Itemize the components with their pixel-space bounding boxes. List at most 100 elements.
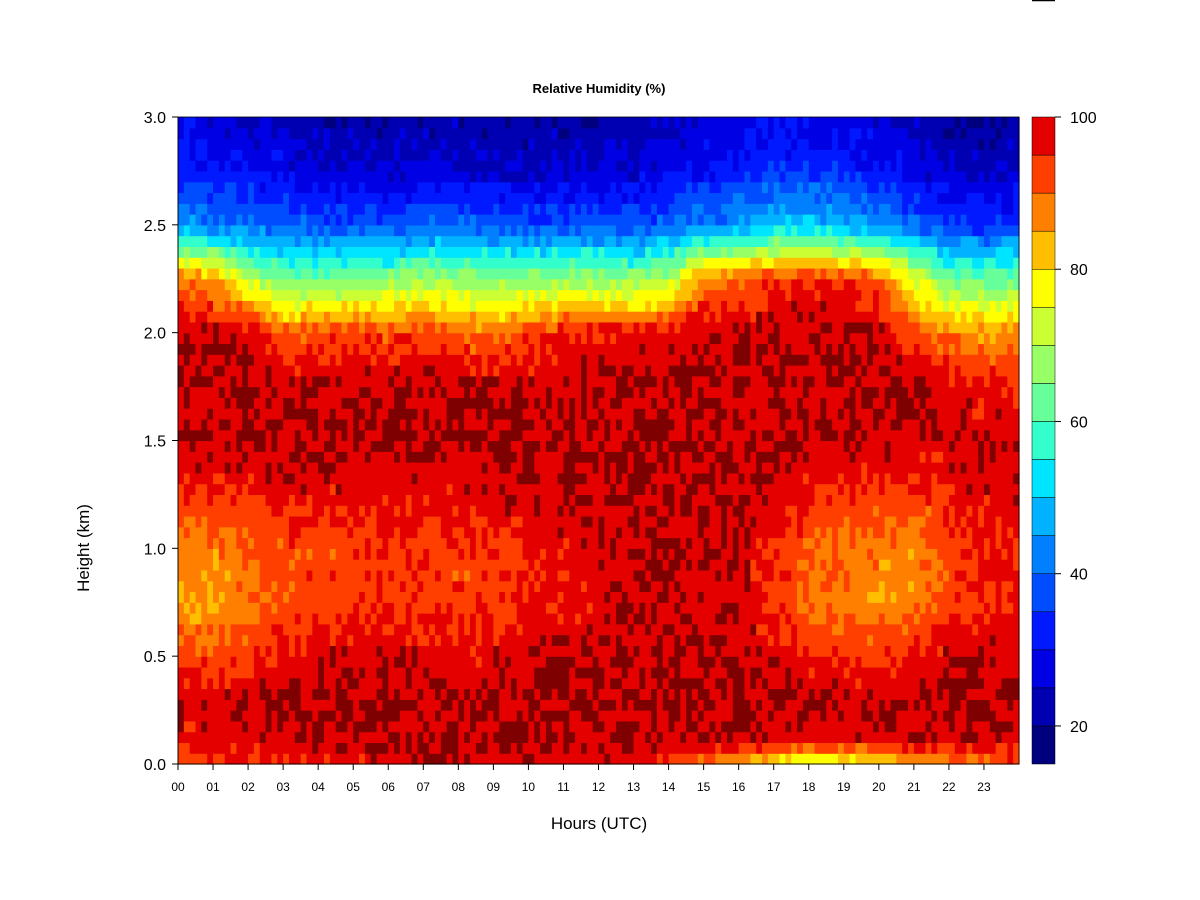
heatmap-cell (633, 440, 640, 452)
heatmap-cell (475, 203, 483, 215)
heatmap-cell (201, 451, 208, 463)
heatmap-cell (499, 246, 506, 258)
heatmap-cell (429, 569, 436, 582)
heatmap-cell (189, 267, 197, 280)
heatmap-cell (253, 246, 261, 258)
heatmap-cell (475, 214, 483, 226)
heatmap-cell (329, 332, 337, 345)
heatmap-cell (563, 365, 570, 377)
heatmap-cell (434, 537, 442, 549)
heatmap-cell (639, 515, 646, 528)
heatmap-cell (563, 267, 570, 280)
heatmap-cell (516, 332, 524, 345)
heatmap-cell (475, 418, 483, 431)
heatmap-cell (189, 375, 197, 388)
heatmap-cell (633, 591, 640, 603)
heatmap-cell (253, 289, 261, 301)
heatmap-cell (259, 537, 267, 549)
heatmap-cell (248, 699, 255, 711)
heatmap-cell (540, 278, 547, 291)
heatmap-cell (376, 257, 384, 269)
heatmap-cell (341, 386, 348, 398)
heatmap-cell (364, 472, 372, 485)
heatmap-cell (195, 666, 202, 679)
heatmap-cell (627, 203, 635, 215)
heatmap-cell (411, 677, 419, 690)
heatmap-cell (312, 278, 319, 291)
heatmap-cell (183, 149, 191, 161)
heatmap-cell (306, 472, 313, 485)
heatmap-cell (633, 386, 640, 398)
heatmap-cell (458, 332, 465, 345)
heatmap-cell (201, 214, 208, 226)
heatmap-cell (230, 408, 237, 420)
heatmap-cell (329, 645, 337, 657)
heatmap-cell (364, 602, 372, 614)
heatmap-cell (242, 418, 249, 431)
heatmap-cell (242, 321, 249, 334)
heatmap-cell (569, 127, 576, 140)
heatmap-cell (399, 548, 407, 560)
heatmap-cell (236, 710, 243, 722)
heatmap-cell (470, 429, 477, 442)
heatmap-cell (580, 311, 588, 323)
heatmap-cell (604, 192, 611, 204)
heatmap-cell (189, 645, 197, 657)
heatmap-cell (277, 634, 284, 646)
heatmap-cell (493, 300, 500, 312)
heatmap-cell (411, 569, 419, 582)
heatmap-cell (499, 386, 506, 398)
heatmap-cell (230, 203, 237, 215)
heatmap-cell (213, 472, 220, 485)
heatmap-cell (557, 375, 565, 388)
heatmap-cell (283, 720, 290, 733)
heatmap-cell (604, 602, 611, 614)
heatmap-cell (335, 289, 343, 301)
heatmap-cell (505, 462, 512, 474)
heatmap-cell (306, 289, 313, 301)
heatmap-cell (470, 235, 477, 247)
heatmap-cell (399, 720, 407, 733)
heatmap-cell (376, 429, 384, 442)
heatmap-cell (540, 311, 547, 323)
heatmap-cell (347, 699, 354, 711)
heatmap-cell (417, 170, 424, 183)
heatmap-cell (458, 397, 465, 409)
heatmap-cell (580, 720, 588, 733)
heatmap-cell (382, 677, 389, 690)
heatmap-cell (470, 677, 477, 690)
heatmap-cell (656, 569, 664, 582)
heatmap-cell (598, 386, 605, 398)
heatmap-cell (610, 526, 617, 539)
heatmap-cell (534, 656, 541, 668)
heatmap-cell (353, 127, 360, 140)
heatmap-cell (423, 235, 430, 247)
heatmap-cell (271, 418, 278, 431)
heatmap-cell (575, 365, 582, 377)
heatmap-cell (586, 365, 594, 377)
heatmap-cell (616, 257, 623, 269)
heatmap-cell (458, 257, 465, 269)
heatmap-cell (481, 731, 489, 744)
heatmap-cell (569, 386, 576, 398)
heatmap-cell (294, 214, 302, 226)
heatmap-cell (335, 526, 343, 539)
heatmap-cell (627, 602, 635, 614)
heatmap-cell (510, 710, 518, 722)
heatmap-cell (230, 440, 237, 452)
heatmap-cell (405, 742, 413, 754)
heatmap-cell (417, 418, 424, 431)
heatmap-cell (201, 429, 208, 442)
heatmap-cell (610, 343, 617, 355)
heatmap-cell (563, 408, 570, 420)
heatmap-cell (551, 666, 559, 679)
heatmap-cell (563, 483, 570, 496)
heatmap-cell (312, 710, 319, 722)
heatmap-cell (341, 289, 348, 301)
heatmap-cell (271, 203, 278, 215)
heatmap-cell (423, 375, 430, 388)
heatmap-cell (230, 354, 237, 366)
heatmap-cell (189, 289, 197, 301)
heatmap-cell (481, 408, 489, 420)
heatmap-cell (434, 311, 442, 323)
